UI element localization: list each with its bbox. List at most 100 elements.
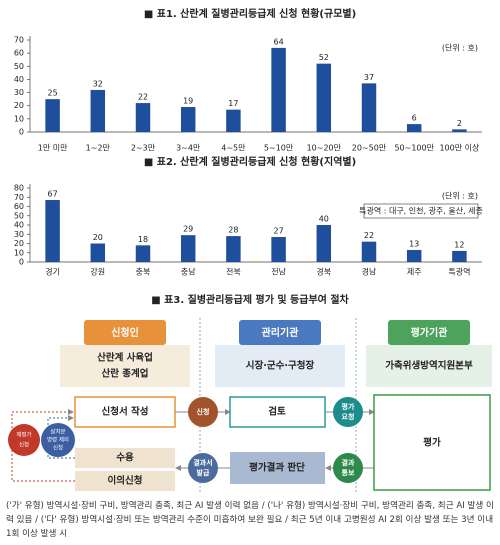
circle-label: 명령 제외 (47, 436, 69, 444)
figure: ■ 표3. 질병관리등급제 평가 및 등급부여 절차 신청인 산란계 사육업 산… (8, 7, 492, 492)
value-label: 67 (48, 190, 58, 199)
y-tick-label: 20 (14, 101, 24, 110)
step: 이의신청 (108, 475, 143, 487)
value-label: 37 (364, 73, 374, 82)
bar (226, 109, 241, 132)
value-label: 25 (48, 89, 58, 98)
bar (271, 47, 286, 133)
bar (90, 243, 106, 262)
step: 검토 (268, 406, 286, 418)
x-tick-label: 2~3만 (131, 144, 156, 153)
note-box (363, 203, 479, 219)
circle-label: 살처분 (50, 428, 65, 436)
step: 신청서 작성 (101, 406, 148, 418)
x-tick-label: 강원 (90, 267, 105, 277)
bar (452, 250, 467, 262)
y-tick-label: 50 (14, 211, 24, 220)
step: 평가결과 판단 (249, 462, 305, 474)
x-tick-label: 경기 (45, 267, 60, 277)
circle-label: 발급 (197, 468, 210, 477)
x-tick-label: 100만 이상 (439, 143, 480, 153)
value-label: 32 (93, 79, 103, 88)
x-tick-label: 충남 (181, 268, 196, 277)
value-label: 22 (138, 93, 148, 102)
unit-label: (단위 : 호) (442, 43, 478, 53)
bar (135, 103, 151, 132)
x-tick-label: 3~4만 (176, 144, 201, 153)
bar (361, 241, 377, 262)
value-label: 52 (319, 53, 329, 62)
circle-label: 신청 (197, 407, 210, 416)
y-tick-label: 60 (14, 202, 24, 211)
bar (90, 89, 106, 132)
column-body: 가축위생방역지원본부 (385, 360, 473, 372)
bar (271, 237, 286, 262)
x-tick-label: 경남 (362, 267, 377, 277)
y-tick-label: 30 (14, 88, 24, 97)
step: 평가 (423, 437, 441, 449)
circle-label: 평가 (342, 402, 355, 411)
y-tick-label: 50 (14, 62, 24, 71)
column-body: 산란 종계업 (101, 368, 148, 380)
bar (316, 225, 332, 262)
circle-label: 결과서 (193, 458, 212, 467)
column-body: 산란계 사육업 (97, 352, 153, 364)
circle-label: 신청 (19, 441, 29, 449)
y-tick-label: 0 (19, 258, 24, 267)
bar (45, 99, 60, 132)
y-tick-label: 70 (14, 36, 24, 45)
bar (406, 124, 422, 132)
bar (135, 245, 151, 262)
value-label: 27 (274, 227, 284, 236)
circle-label: 요청 (342, 412, 355, 421)
chart-title: ■ 표1. 산란계 질병관리등급제 신청 현황(규모별) (144, 7, 356, 20)
bar (316, 63, 332, 132)
step: 수용 (116, 453, 134, 464)
y-tick-label: 10 (14, 248, 24, 257)
value-label: 12 (454, 240, 464, 249)
x-tick-label: 5~10만 (264, 144, 294, 153)
column-header: 관리기관 (262, 326, 300, 339)
x-tick-label: 10~20만 (307, 144, 342, 153)
x-tick-label: 50~100만 (394, 144, 434, 153)
bar (406, 249, 422, 262)
value-label: 64 (274, 37, 284, 46)
note: 특광역 : 대구, 인천, 광주, 울산, 세종 (359, 206, 483, 216)
x-tick-label: 20~50만 (352, 144, 387, 153)
value-label: 6 (412, 114, 417, 123)
x-tick-label: 4~5만 (221, 144, 246, 153)
y-tick-label: 20 (14, 239, 24, 248)
circle-label: 통보 (342, 468, 355, 477)
unit-label: (단위 : 호) (442, 191, 478, 201)
x-tick-label: 특광역 (448, 267, 470, 277)
circle-label: 신청 (53, 444, 63, 452)
value-label: 40 (319, 215, 329, 224)
x-tick-label: 1~2만 (86, 144, 111, 153)
bar (45, 200, 60, 262)
value-label: 2 (457, 119, 462, 128)
column-header: 신청인 (111, 326, 139, 339)
circle-label: 재평가 (16, 431, 31, 439)
column-header: 평가기관 (411, 326, 449, 339)
x-tick-label: 경북 (316, 267, 331, 277)
value-label: 28 (228, 226, 238, 235)
value-label: 29 (183, 225, 193, 234)
y-tick-label: 10 (14, 114, 24, 123)
value-label: 19 (183, 97, 193, 106)
diagram-title: ■ 표3. 질병관리등급제 평가 및 등급부여 절차 (151, 293, 349, 306)
x-tick-label: 전북 (226, 267, 241, 277)
x-tick-label: 충북 (136, 268, 151, 277)
bar (361, 83, 377, 132)
bar (452, 129, 467, 132)
y-tick-label: 0 (19, 128, 24, 137)
footnote: ('가' 유형) 방역시설·장비 구비, 방역관리 충족, 최근 AI 발생 이… (6, 501, 494, 539)
column-body: 시장·군수·구청장 (246, 360, 315, 372)
x-tick-label: 1만 미만 (38, 144, 68, 153)
value-label: 20 (93, 233, 103, 242)
y-tick-label: 80 (14, 184, 24, 193)
x-tick-label: 전남 (271, 267, 286, 277)
value-label: 13 (409, 239, 419, 248)
bar (180, 107, 196, 132)
bar (226, 236, 241, 262)
